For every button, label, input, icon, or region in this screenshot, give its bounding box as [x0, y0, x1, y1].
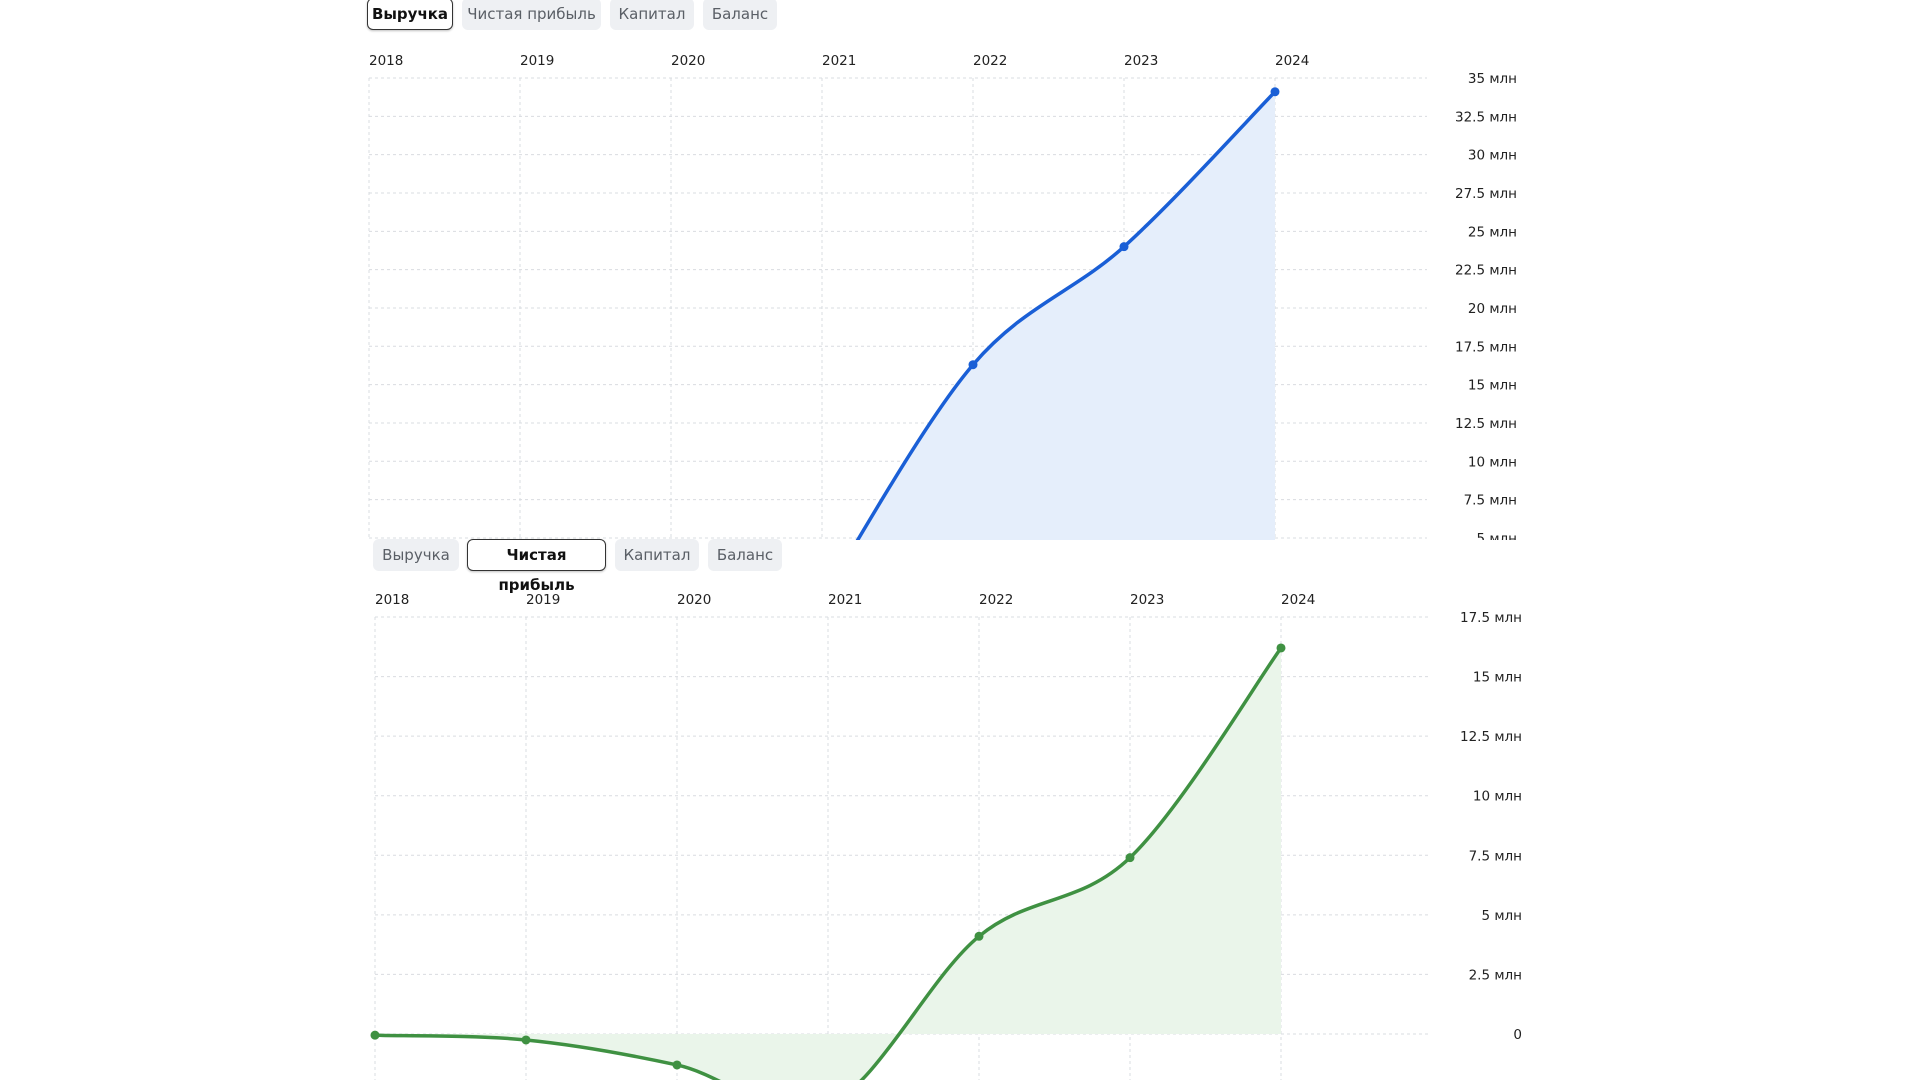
data-point	[1276, 643, 1286, 653]
y-tick-label: 12.5 млн	[1460, 729, 1522, 745]
x-tick-label: 2018	[375, 592, 409, 608]
y-tick-label: 35 млн	[1468, 71, 1517, 87]
x-tick-label: 2019	[520, 53, 554, 69]
data-point	[521, 1035, 531, 1045]
data-point	[370, 1030, 380, 1040]
y-tick-label: 2.5 млн	[1469, 967, 1522, 983]
tab-capital[interactable]: Капитал	[610, 0, 694, 30]
area-fill	[857, 91, 1275, 540]
x-tick-label: 2018	[369, 53, 403, 69]
series-line	[373, 646, 1283, 1080]
y-tick-label: 20 млн	[1468, 301, 1517, 317]
data-point	[672, 1060, 682, 1070]
revenue-chart: 35 млн 32.5 млн 30 млн 27.5 млн 25 млн 22.5 м…	[368, 53, 1517, 540]
tab-net-profit[interactable]: Чистая прибыль	[467, 539, 606, 594]
data-point	[974, 931, 984, 941]
area-fill	[375, 647, 1281, 1080]
x-tick-label: 2021	[828, 592, 862, 608]
tab-revenue[interactable]: Выручка	[373, 539, 459, 571]
y-tick-label: 0	[1513, 1027, 1522, 1043]
x-tick-label: 2022	[973, 53, 1007, 69]
x-tick-label: 2023	[1130, 592, 1164, 608]
y-tick-label: 5 млн	[1476, 531, 1517, 540]
tab-balance[interactable]: Баланс	[703, 0, 777, 30]
x-tick-label: 2023	[1124, 53, 1158, 69]
y-tick-label: 22.5 млн	[1455, 263, 1517, 279]
series-line	[855, 90, 1277, 540]
y-tick-label: 7.5 млн	[1464, 493, 1517, 509]
y-tick-label: 10 млн	[1468, 454, 1517, 470]
y-tick-label: 15 млн	[1473, 670, 1522, 686]
x-tick-label: 2021	[822, 53, 856, 69]
tab-balance[interactable]: Баланс	[708, 539, 782, 571]
y-tick-label: 30 млн	[1468, 148, 1517, 164]
tab-capital[interactable]: Капитал	[615, 539, 699, 571]
tab-net-profit[interactable]: Чистая прибыль	[462, 0, 601, 30]
x-tick-label: 2022	[979, 592, 1013, 608]
x-tick-label: 2019	[526, 592, 560, 608]
y-tick-label: 17.5 млн	[1455, 339, 1517, 355]
y-tick-label: 25 млн	[1468, 224, 1517, 240]
y-tick-label: 10 млн	[1473, 789, 1522, 805]
y-tick-label: 15 млн	[1468, 378, 1517, 394]
y-tick-label: 12.5 млн	[1455, 416, 1517, 432]
tab-revenue[interactable]: Выручка	[367, 0, 453, 30]
data-point	[1270, 87, 1280, 97]
y-tick-label: 17.5 млн	[1460, 610, 1522, 626]
data-point	[1119, 242, 1129, 252]
y-tick-label: 7.5 млн	[1469, 848, 1522, 864]
y-tick-label: 5 млн	[1481, 908, 1522, 924]
data-point	[1125, 853, 1135, 863]
x-tick-label: 2020	[677, 592, 711, 608]
x-tick-label: 2024	[1275, 53, 1309, 69]
x-tick-label: 2024	[1281, 592, 1315, 608]
data-point	[968, 360, 978, 370]
x-tick-label: 2020	[671, 53, 705, 69]
y-tick-label: 32.5 млн	[1455, 109, 1517, 125]
y-tick-label: 27.5 млн	[1455, 186, 1517, 202]
